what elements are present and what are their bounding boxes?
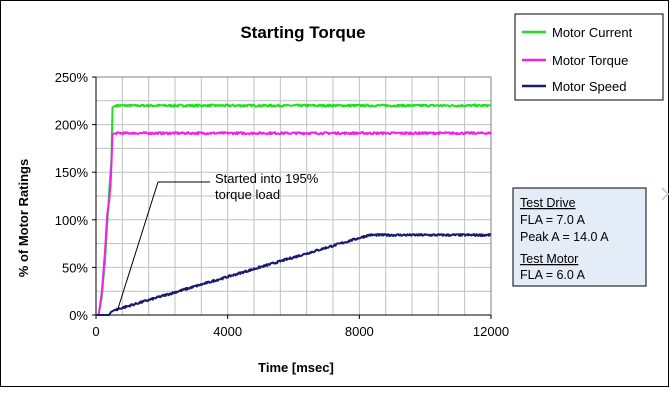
- x-axis-title: Time [msec]: [258, 360, 334, 375]
- chart-title: Starting Torque: [240, 23, 365, 42]
- y-tick-label: 50%: [62, 260, 88, 275]
- annotation-line-1: Started into 195%: [215, 171, 319, 186]
- test-info-background: [512, 187, 647, 287]
- series-line-motor-speed: [95, 233, 492, 316]
- series-line-motor-current: [95, 103, 492, 316]
- test-info-box: Test Drive FLA = 7.0 A Peak A = 14.0 A T…: [512, 187, 647, 287]
- y-tick-label: 250%: [55, 70, 89, 85]
- x-tick-label: 0: [92, 324, 99, 339]
- annotation-leader-diagonal: [116, 181, 159, 312]
- legend-label-motor-speed: Motor Speed: [552, 79, 626, 94]
- y-tick-label: 100%: [55, 213, 89, 228]
- series-line-motor-torque: [95, 131, 492, 316]
- y-tick-label: 0%: [69, 308, 88, 323]
- y-axis-title: % of Motor Ratings: [16, 159, 31, 277]
- legend-label-motor-torque: Motor Torque: [552, 53, 628, 68]
- test-motor-fla: FLA = 6.0 A: [520, 268, 586, 282]
- plot-area: 0% 50% 100% 150% 200% 250% 0 4000 8000 12000: [55, 70, 509, 339]
- side-mark: [661, 187, 670, 201]
- legend: Motor Current Motor Torque Motor Speed: [514, 13, 664, 101]
- annotation-line-2: torque load: [215, 187, 280, 202]
- test-drive-fla: FLA = 7.0 A: [520, 213, 586, 227]
- y-tick-label: 200%: [55, 118, 89, 133]
- test-drive-heading: Test Drive: [520, 196, 576, 210]
- x-tick-label: 4000: [213, 324, 242, 339]
- legend-label-motor-current: Motor Current: [552, 25, 633, 40]
- x-tick-label: 12000: [473, 324, 509, 339]
- test-drive-peak: Peak A = 14.0 A: [520, 230, 609, 244]
- x-tick-label: 8000: [345, 324, 374, 339]
- test-motor-heading: Test Motor: [520, 252, 578, 266]
- y-tick-label: 150%: [55, 165, 89, 180]
